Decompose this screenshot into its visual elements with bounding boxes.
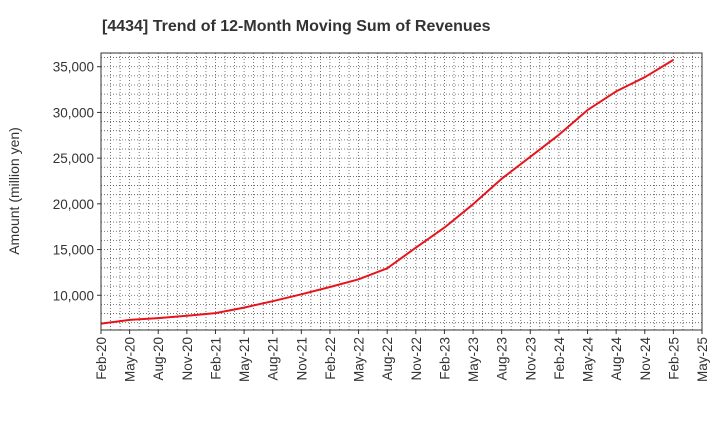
chart-title: [4434] Trend of 12-Month Moving Sum of R… [102,18,491,35]
x-tick-label: Nov-24 [638,337,653,381]
x-tick-label: Nov-21 [294,337,309,381]
y-axis-ticks: 10,000 15,000 20,000 25,000 30,000 35,000 [53,60,101,303]
x-tick-label: May-24 [581,337,596,383]
x-tick-label: Feb-24 [552,337,567,380]
x-tick-label: Aug-21 [266,337,281,381]
grid-lines [100,53,703,330]
x-tick-label: May-23 [466,337,481,382]
y-tick-label: 10,000 [53,288,94,303]
x-tick-label: Aug-22 [380,337,395,381]
x-tick-label: Feb-25 [666,337,681,380]
x-tick-label: May-22 [352,337,367,382]
x-tick-label: Nov-20 [180,337,195,381]
x-tick-label: Aug-24 [609,337,624,381]
y-axis-label: Amount (million yen) [6,127,22,255]
y-tick-label: 35,000 [53,60,94,75]
y-tick-label: 30,000 [53,105,94,120]
x-tick-label: May-21 [237,337,252,382]
x-tick-label: Feb-23 [437,337,452,380]
revenue-series-line [100,59,674,325]
y-tick-label: 15,000 [53,243,94,258]
x-axis-ticks: Feb-20 May-20 Aug-20 Nov-20 Feb-21 May-21 Aug-… [94,330,710,382]
x-tick-label: Feb-22 [323,337,338,380]
x-tick-label: Aug-20 [151,337,166,381]
y-tick-label: 25,000 [53,151,94,166]
x-tick-label: Feb-20 [94,337,109,380]
x-tick-label: Nov-22 [409,337,424,381]
x-tick-label: May-20 [123,337,138,382]
x-tick-label: Nov-23 [523,337,538,381]
x-tick-label: Feb-21 [208,337,223,380]
plot-area-frame [100,52,703,331]
x-tick-label: May-25 [695,337,710,382]
y-tick-label: 20,000 [53,197,94,212]
x-tick-label: Aug-23 [495,337,510,381]
series-layer [100,59,674,325]
